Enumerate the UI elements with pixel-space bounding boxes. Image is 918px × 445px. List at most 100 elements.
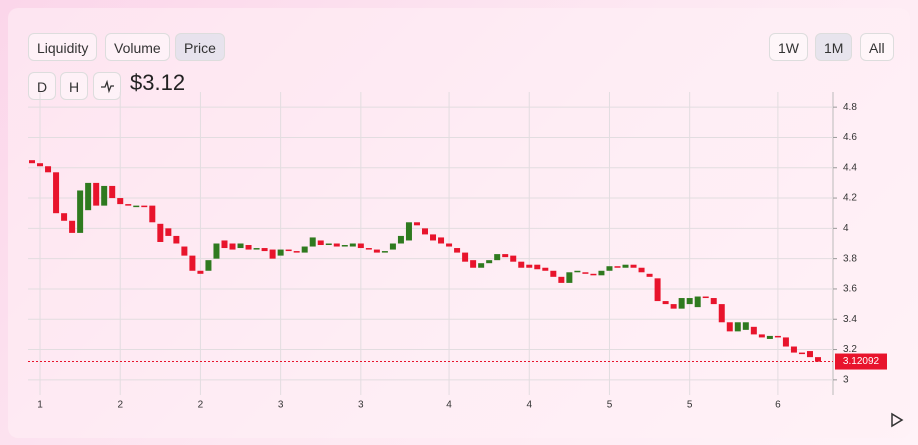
- chart-card: [8, 8, 910, 438]
- candle: [550, 270, 557, 277]
- last-price-badge: [835, 353, 887, 370]
- candle: [85, 182, 92, 211]
- candle: [654, 278, 661, 302]
- candle: [53, 172, 60, 214]
- candle: [782, 337, 789, 347]
- candle: [806, 351, 813, 358]
- x-tick-label: 4: [446, 400, 452, 411]
- candle: [526, 264, 533, 268]
- candle: [253, 248, 260, 250]
- x-tick-label: 3: [278, 400, 284, 411]
- candle: [662, 301, 669, 305]
- candle: [181, 246, 188, 256]
- candle: [454, 248, 461, 253]
- candle: [710, 298, 717, 305]
- candle: [798, 352, 805, 355]
- candle: [37, 163, 44, 167]
- candle: [438, 237, 445, 244]
- x-tick-label: 5: [607, 400, 613, 411]
- candle: [726, 322, 733, 332]
- candle: [494, 254, 501, 261]
- candle: [29, 160, 35, 164]
- candle: [141, 205, 148, 208]
- candle: [101, 185, 108, 206]
- candle: [325, 243, 332, 246]
- candle: [534, 264, 541, 270]
- y-tick-label: 4: [843, 223, 849, 234]
- line-chart-button[interactable]: [93, 72, 121, 100]
- last-price-label: 3.12092: [843, 356, 880, 367]
- tab-button[interactable]: Price: [175, 33, 225, 61]
- candle: [590, 273, 597, 276]
- candle: [173, 235, 180, 244]
- candle: [333, 243, 340, 247]
- candle: [221, 240, 228, 249]
- candle: [317, 240, 324, 246]
- range-button[interactable]: 1W: [769, 33, 808, 61]
- candle: [301, 246, 308, 253]
- candle: [69, 220, 76, 233]
- candle: [702, 296, 709, 299]
- play-button[interactable]: [891, 412, 904, 428]
- candle: [77, 190, 84, 233]
- candle: [502, 254, 509, 258]
- tab-button[interactable]: Volume: [105, 33, 170, 61]
- x-tick-label: 2: [117, 400, 123, 411]
- candle: [510, 255, 517, 262]
- x-tick-label: 4: [526, 400, 532, 411]
- candle: [165, 228, 172, 236]
- y-tick-label: 3.2: [843, 344, 857, 355]
- candle: [413, 222, 420, 226]
- candle: [622, 264, 629, 268]
- tab-button[interactable]: Liquidity: [28, 33, 98, 61]
- candle: [462, 252, 469, 262]
- range-button[interactable]: All: [860, 33, 894, 61]
- candle: [389, 243, 396, 250]
- candle: [678, 298, 685, 309]
- candle: [125, 204, 132, 206]
- candle: [157, 223, 164, 242]
- candle: [638, 267, 645, 273]
- candle: [542, 267, 549, 271]
- candle: [670, 304, 677, 309]
- candle: [574, 270, 581, 273]
- interval-button[interactable]: H: [60, 72, 89, 100]
- candle: [261, 248, 268, 252]
- candle: [109, 185, 116, 199]
- x-tick-label: 3: [358, 400, 364, 411]
- candle: [558, 276, 565, 283]
- candle: [229, 243, 236, 250]
- candle: [149, 205, 156, 223]
- y-tick-label: 4.6: [843, 132, 857, 143]
- candle: [566, 272, 573, 283]
- candle: [734, 322, 741, 332]
- candle: [718, 304, 725, 323]
- candle: [694, 296, 701, 308]
- candle: [245, 245, 252, 250]
- candle: [758, 334, 765, 338]
- candle: [197, 270, 204, 274]
- candle: [815, 357, 821, 362]
- x-tick-label: 5: [687, 400, 693, 411]
- candle: [189, 255, 196, 271]
- candle: [213, 243, 220, 259]
- candle: [446, 243, 453, 247]
- candle: [405, 222, 412, 241]
- candle: [237, 243, 244, 249]
- candle: [774, 335, 781, 338]
- candle: [133, 205, 140, 208]
- candle: [630, 264, 637, 268]
- y-tick-label: 4.2: [843, 193, 857, 204]
- candle: [365, 248, 372, 250]
- candle: [117, 198, 124, 205]
- candle: [742, 322, 749, 330]
- current-price: $3.12: [130, 70, 186, 95]
- candle: [606, 266, 613, 271]
- candle: [309, 237, 316, 247]
- candle: [422, 228, 428, 235]
- interval-button[interactable]: D: [28, 72, 57, 100]
- candle: [61, 213, 68, 221]
- range-button[interactable]: 1M: [815, 33, 853, 61]
- candle: [646, 273, 653, 277]
- x-tick-label: 1: [37, 400, 43, 411]
